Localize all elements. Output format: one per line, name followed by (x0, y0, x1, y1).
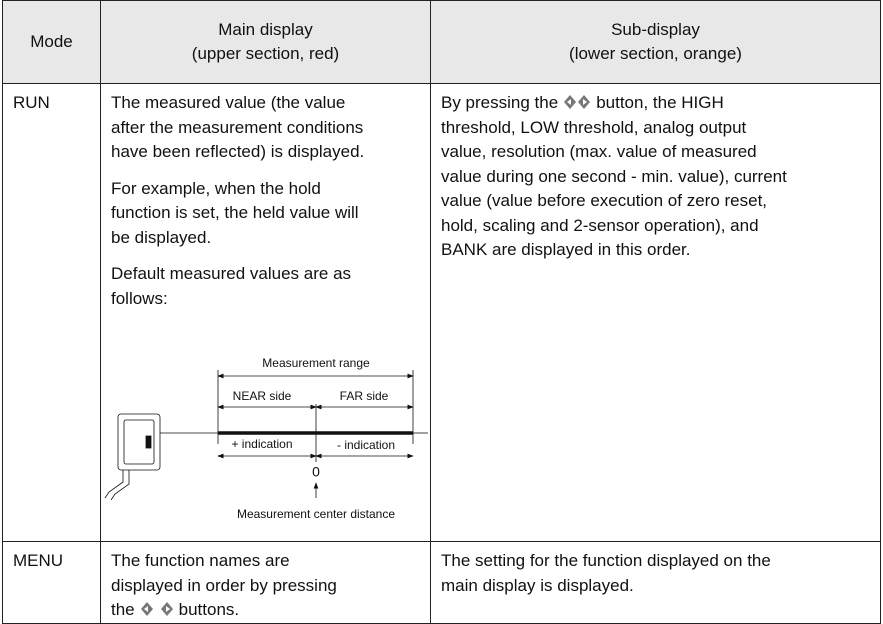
diagram-label: - indication (337, 438, 395, 452)
mode-text: RUN (13, 93, 50, 112)
diagram-label: FAR side (340, 389, 389, 403)
mode-cell: RUN (2, 83, 101, 542)
mode-text: MENU (13, 551, 64, 570)
text: value, resolution (max. value of measure… (441, 142, 757, 161)
mode-cell: MENU (2, 541, 101, 624)
header-text: (lower section, orange) (569, 44, 742, 63)
text: hold, scaling and 2-sensor operation), a… (441, 215, 759, 235)
menu-row: MENU The function names are displayed in… (2, 541, 881, 624)
text: function is set, the held value will (111, 203, 359, 222)
text: button, the HIGH (596, 93, 724, 112)
text: displayed in order by pressing (111, 575, 337, 595)
header-cell: Mode (2, 0, 101, 84)
text: be displayed. (111, 227, 212, 247)
main-cell: The function names are displayed in orde… (100, 541, 431, 624)
header-cell: Sub-display (lower section, orange) (430, 0, 881, 84)
text-line: the buttons. (111, 598, 420, 623)
header-cell: Main display (upper section, red) (100, 0, 431, 84)
run-row: RUN The measured value (the value after t… (2, 83, 881, 542)
diagram-label: Measurement center distance (237, 507, 395, 521)
header-text: Sub-display (611, 19, 700, 39)
diagram-label: Measurement range (262, 356, 370, 370)
text: main display is displayed. (441, 575, 634, 595)
sub-cell: The setting for the function displayed o… (430, 541, 881, 624)
text: buttons. (178, 600, 240, 619)
text: follows: (111, 288, 168, 308)
header-row: Mode Main display (upper section, red) Su… (2, 0, 881, 84)
main-cell: The measured value (the value after the m… (100, 83, 431, 542)
measurement-diagram: Measurement range NEAR side FAR side + i… (104, 356, 428, 521)
text: For example, when the hold (111, 178, 321, 198)
button-icon (564, 95, 591, 109)
text: The setting for the function displayed o… (441, 551, 771, 570)
text: BANK are displayed in this order. (441, 240, 691, 259)
text: have been reflected) is displayed. (111, 142, 365, 161)
text-line: By pressing the button, the HIGH (441, 91, 870, 116)
button-icon (140, 602, 173, 616)
paragraph: The measured value (the value after the m… (111, 91, 420, 165)
text: The measured value (the value (111, 93, 346, 112)
text: the (111, 600, 135, 619)
text: The function names are (111, 551, 290, 570)
text: threshold, LOW threshold, analog output (441, 117, 747, 137)
diagram-label: 0 (312, 464, 320, 480)
sub-cell: By pressing the button, the HIGH threshol… (430, 83, 881, 542)
text: after the measurement conditions (111, 117, 364, 137)
text: Default measured values are as (111, 264, 352, 283)
paragraph: For example, when the hold function is se… (111, 177, 420, 251)
diagram-label: + indication (231, 437, 292, 451)
header-text: (upper section, red) (191, 44, 340, 63)
text: By pressing the (441, 93, 559, 112)
header-text: Mode (30, 31, 73, 51)
header-text: Main display (218, 19, 313, 39)
text: value during one second - min. value), c… (441, 166, 787, 186)
diagram-label: NEAR side (233, 389, 292, 403)
paragraph: Default measured values are as follows: (111, 262, 420, 311)
text: value (value before execution of zero re… (441, 191, 768, 210)
